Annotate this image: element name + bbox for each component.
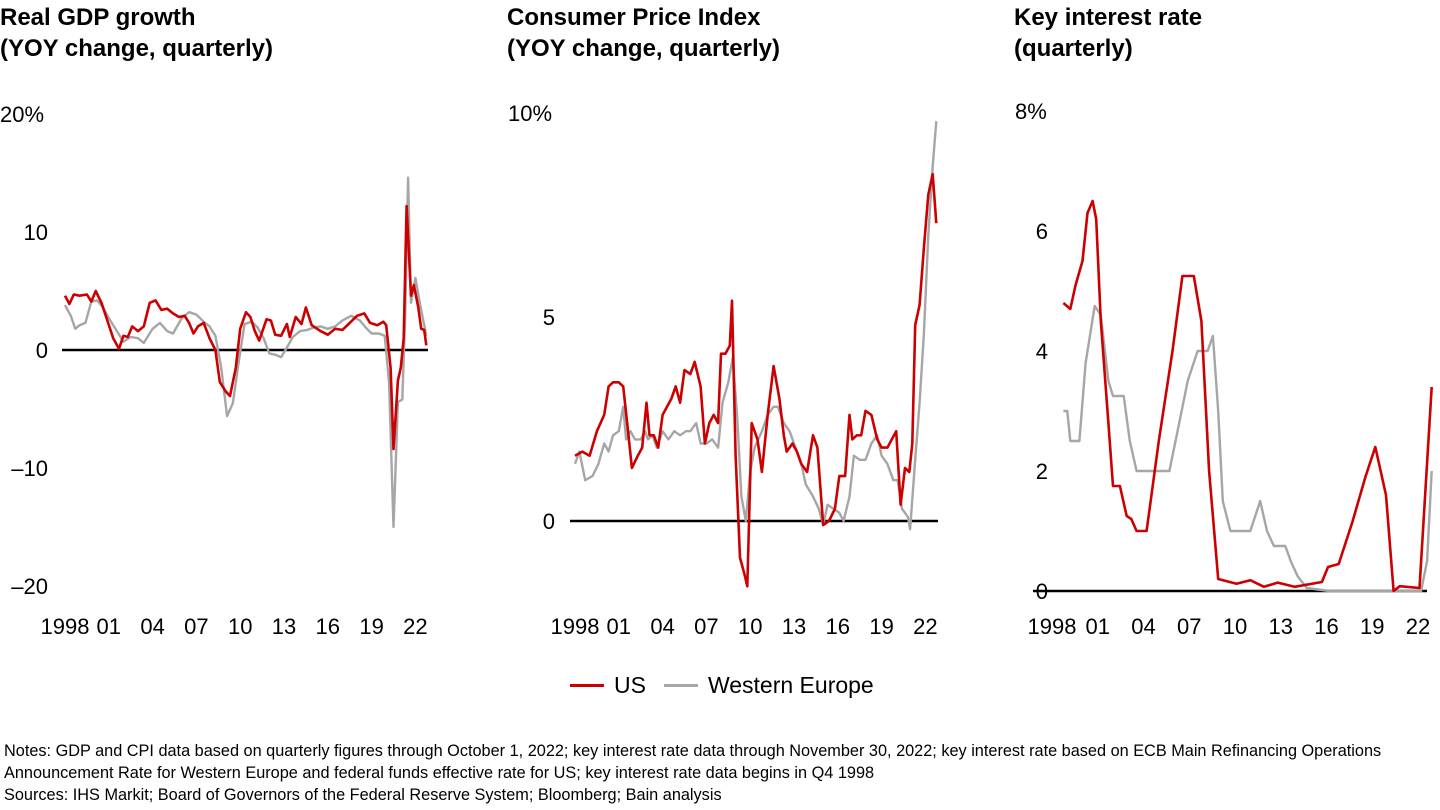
x-tick-label: 10 bbox=[738, 614, 762, 639]
interest-rate-chart-title: Key interest rate (quarterly) bbox=[1014, 4, 1203, 62]
cpi-chart-title: Consumer Price Index (YOY change, quarte… bbox=[507, 4, 780, 62]
x-tick-label: 1998 bbox=[551, 614, 600, 639]
x-tick-label: 19 bbox=[1360, 614, 1384, 639]
x-tick-label: 1998 bbox=[1028, 614, 1077, 639]
x-tick-label: 19 bbox=[359, 614, 383, 639]
x-tick-label: 22 bbox=[1406, 614, 1430, 639]
x-tick-label: 10 bbox=[1223, 614, 1247, 639]
x-tick-label: 07 bbox=[694, 614, 718, 639]
x-tick-label: 16 bbox=[826, 614, 850, 639]
sources-text: Sources: IHS Markit; Board of Governors … bbox=[4, 786, 722, 804]
y-tick-label: 0 bbox=[36, 338, 48, 363]
footnotes: Notes: GDP and CPI data based on quarter… bbox=[4, 740, 1440, 806]
x-tick-label: 16 bbox=[316, 614, 340, 639]
western-europe-series-line bbox=[573, 121, 938, 531]
y-tick-label: –20 bbox=[11, 574, 48, 599]
x-tick-label: 04 bbox=[1131, 614, 1155, 639]
western-europe-series-line bbox=[1063, 304, 1433, 593]
legend: US Western Europe bbox=[570, 672, 874, 699]
x-tick-label: 19 bbox=[869, 614, 893, 639]
x-tick-label: 01 bbox=[97, 614, 121, 639]
legend-label-western-europe: Western Europe bbox=[707, 672, 874, 698]
us-series-line bbox=[63, 204, 428, 451]
x-tick-label: 13 bbox=[782, 614, 806, 639]
x-tick-label: 22 bbox=[913, 614, 937, 639]
charts-canvas: 20% 10 0 –10 –20 1998 01 04 07 10 13 16 19 22 10% 5 0 199… bbox=[0, 99, 1433, 639]
western-europe-series-line bbox=[63, 176, 428, 529]
x-tick-label: 07 bbox=[1177, 614, 1201, 639]
y-tick-label: 4 bbox=[1036, 339, 1048, 364]
gdp-chart: 20% 10 0 –10 –20 1998 01 04 07 10 13 16 19 22 bbox=[0, 102, 428, 639]
x-tick-label: 07 bbox=[184, 614, 208, 639]
us-series-line bbox=[1062, 199, 1433, 593]
y-tick-label: 5 bbox=[543, 305, 555, 330]
gdp-chart-title: Real GDP growth (YOY change, quarterly) bbox=[0, 4, 273, 62]
y-tick-label: 20% bbox=[0, 102, 44, 127]
legend-swatch-western-europe bbox=[663, 684, 698, 687]
y-tick-label: 10% bbox=[508, 101, 552, 126]
x-tick-label: 22 bbox=[403, 614, 427, 639]
x-tick-label: 10 bbox=[228, 614, 252, 639]
x-tick-label: 16 bbox=[1314, 614, 1338, 639]
x-tick-label: 04 bbox=[140, 614, 164, 639]
x-tick-label: 01 bbox=[607, 614, 631, 639]
y-tick-label: 2 bbox=[1036, 459, 1048, 484]
legend-swatch-us bbox=[570, 684, 604, 687]
us-series-line bbox=[574, 172, 938, 588]
y-tick-label: 0 bbox=[543, 509, 555, 534]
legend-label-us: US bbox=[614, 672, 646, 698]
x-tick-label: 1998 bbox=[41, 614, 90, 639]
y-tick-label: 8% bbox=[1015, 99, 1047, 124]
x-tick-label: 04 bbox=[650, 614, 674, 639]
rate-chart: 8%642019980104071013161922 bbox=[1015, 99, 1433, 639]
x-tick-label: 01 bbox=[1086, 614, 1110, 639]
x-tick-label: 13 bbox=[272, 614, 296, 639]
y-tick-label: –10 bbox=[11, 456, 48, 481]
cpi-chart: 10% 5 0 1998 01 04 07 10 13 16 19 22 bbox=[508, 101, 938, 639]
x-tick-label: 13 bbox=[1269, 614, 1293, 639]
y-tick-label: 6 bbox=[1036, 219, 1048, 244]
y-tick-label: 10 bbox=[24, 220, 48, 245]
notes-text: Notes: GDP and CPI data based on quarter… bbox=[4, 742, 1382, 782]
